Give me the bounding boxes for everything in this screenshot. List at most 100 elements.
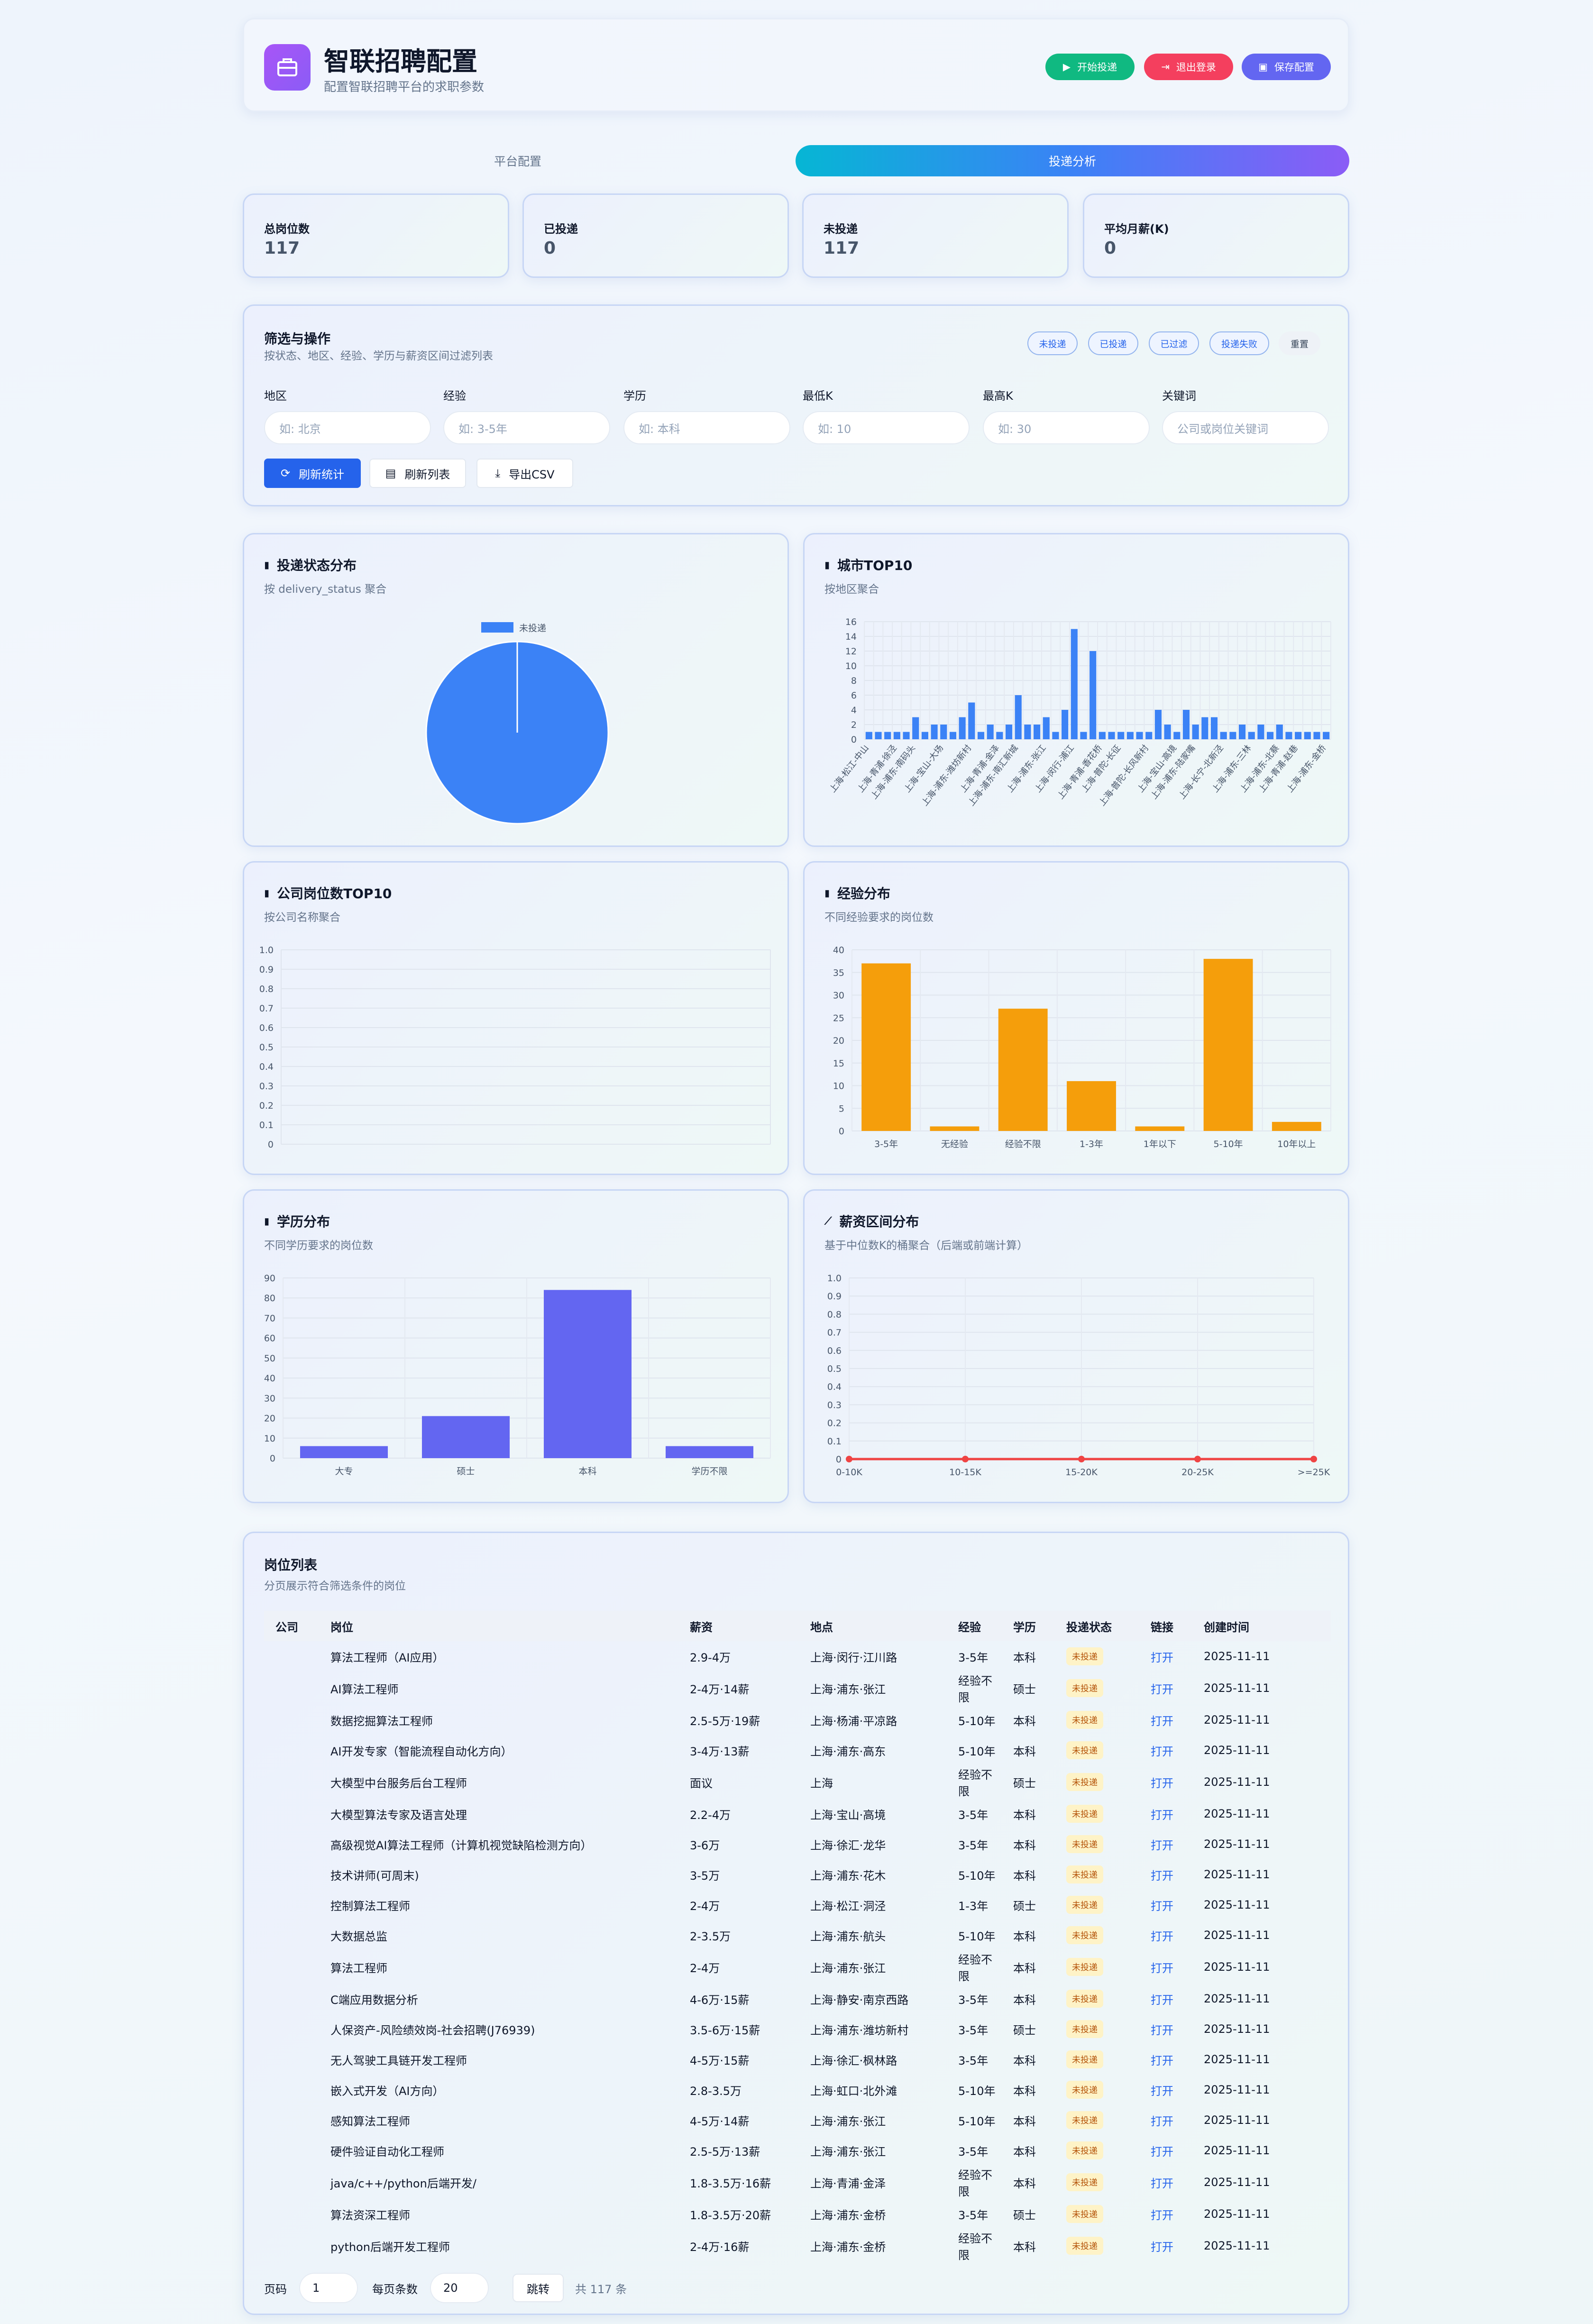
- save-icon: ▣: [1258, 61, 1268, 73]
- table-cell: 5-10年: [958, 1714, 996, 1728]
- status-badge: 未投递: [1066, 2141, 1103, 2159]
- page-size-input[interactable]: 20: [430, 2273, 489, 2303]
- open-link[interactable]: 打开: [1151, 1776, 1173, 1790]
- table-cell: 硕士: [1013, 2208, 1036, 2222]
- table-cell: 硬件验证自动化工程师: [330, 2145, 444, 2159]
- open-link[interactable]: 打开: [1151, 2023, 1173, 2037]
- open-link[interactable]: 打开: [1151, 2054, 1173, 2067]
- table-cell: [264, 2014, 319, 2044]
- open-link[interactable]: 打开: [1151, 2084, 1173, 2098]
- open-link[interactable]: 打开: [1151, 1929, 1173, 1943]
- region-input[interactable]: 如: 北京: [264, 411, 431, 444]
- save-config-button[interactable]: ▣ 保存配置: [1242, 54, 1331, 80]
- table-cell: 本科: [1013, 2084, 1036, 2098]
- page-input[interactable]: 1: [299, 2273, 358, 2303]
- city-bar: [987, 725, 994, 739]
- chip-filtered[interactable]: 已过滤: [1149, 331, 1199, 355]
- status-badge: 未投递: [1066, 1711, 1103, 1729]
- table-cell: 大模型中台服务后台工程师: [330, 1776, 467, 1790]
- city-y-tick: 6: [851, 690, 857, 701]
- refresh-list-button[interactable]: ▤ 刷新列表: [369, 459, 466, 488]
- export-csv-button[interactable]: ⤓ 导出CSV: [476, 459, 573, 488]
- table-cell: 本科: [1013, 2145, 1036, 2159]
- header: 智联招聘配置 配置智联招聘平台的求职参数 ▶ 开始投递 ⇥ 退出登录 ▣ 保存配置: [243, 18, 1349, 112]
- open-link[interactable]: 打开: [1151, 1961, 1173, 1975]
- table-cell: 2.9-4万: [690, 1651, 731, 1664]
- table-cell: [264, 1705, 319, 1735]
- table-cell: 上海·浦东·张江: [810, 1961, 886, 1975]
- chip-reset[interactable]: 重置: [1279, 331, 1320, 355]
- experience-x-tick: 1-3年: [1080, 1139, 1103, 1149]
- tab-platform-config[interactable]: 平台配置: [494, 155, 541, 168]
- table-cell: 经验不限: [958, 1768, 992, 1798]
- table-row: 大数据总监 2-3.5万 上海·浦东·航头 5-10年 本科 未投递 打开 2025-11-1…: [264, 1920, 1331, 1950]
- open-link[interactable]: 打开: [1151, 1745, 1173, 1758]
- open-link[interactable]: 打开: [1151, 1993, 1173, 2007]
- table-cell: 高级视觉AI算法工程师（计算机视觉缺陷检测方向）: [330, 1838, 592, 1852]
- tab-delivery-analysis[interactable]: 投递分析: [796, 145, 1349, 176]
- column-header: 薪资: [678, 1611, 799, 1641]
- chip-not-delivered[interactable]: 未投递: [1027, 331, 1078, 355]
- table-cell: 上海·浦东·金桥: [810, 2240, 886, 2254]
- keyword-input[interactable]: 公司或岗位关键词: [1162, 411, 1329, 444]
- city-y-tick: 14: [845, 632, 857, 642]
- table-cell: [264, 1765, 319, 1799]
- table-cell: 2025-11-11: [1204, 2113, 1270, 2127]
- status-cell: 未投递: [1055, 1765, 1139, 1799]
- table-cell: 2-4万·16薪: [690, 2240, 750, 2254]
- status-cell: 未投递: [1055, 2199, 1139, 2229]
- open-link[interactable]: 打开: [1151, 2145, 1173, 2159]
- table-row: AI算法工程师 2-4万·14薪 上海·浦东·张江 经验不限 硕士 未投递 打开 2025-1…: [264, 1672, 1331, 1705]
- table-cell: 上海·静安·南京西路: [810, 1993, 909, 2007]
- city-bar: [1024, 725, 1031, 739]
- table-cell: 3-5年: [958, 1993, 989, 2007]
- experience-input[interactable]: 如: 3-5年: [443, 411, 610, 444]
- table-cell: 5-10年: [958, 1869, 996, 1883]
- open-link[interactable]: 打开: [1151, 1682, 1173, 1696]
- table-cell: 2025-11-11: [1204, 1713, 1270, 1727]
- open-link[interactable]: 打开: [1151, 1714, 1173, 1728]
- chip-failed[interactable]: 投递失败: [1209, 331, 1269, 355]
- column-header: 经验: [947, 1611, 1002, 1641]
- jump-button[interactable]: 跳转: [513, 2274, 564, 2302]
- chip-delivered[interactable]: 已投递: [1088, 331, 1138, 355]
- logout-button[interactable]: ⇥ 退出登录: [1144, 54, 1233, 80]
- max-k-input[interactable]: 如: 30: [983, 411, 1150, 444]
- open-link[interactable]: 打开: [1151, 2208, 1173, 2222]
- table-cell: 1.8-3.5万·16薪: [690, 2177, 771, 2190]
- refresh-stats-button[interactable]: ⟳ 刷新统计: [264, 459, 361, 488]
- start-delivery-button[interactable]: ▶ 开始投递: [1045, 54, 1135, 80]
- table-cell: 本科: [1013, 1869, 1036, 1883]
- table-cell: [264, 1859, 319, 1890]
- column-header: 学历: [1002, 1611, 1055, 1641]
- open-link[interactable]: 打开: [1151, 2114, 1173, 2128]
- min-k-input[interactable]: 如: 10: [803, 411, 970, 444]
- open-link[interactable]: 打开: [1151, 2240, 1173, 2254]
- city-bar: [1164, 725, 1171, 739]
- table-cell: 2-3.5万: [690, 1929, 731, 1943]
- table-cell: 3-4万·13薪: [690, 1745, 750, 1758]
- education-input[interactable]: 如: 本科: [623, 411, 790, 444]
- page-title: 智联招聘配置: [324, 46, 477, 76]
- open-link[interactable]: 打开: [1151, 1869, 1173, 1883]
- table-cell: [264, 1641, 319, 1672]
- open-link[interactable]: 打开: [1151, 1651, 1173, 1664]
- table-cell: 上海·浦东·潍坊新村: [810, 2023, 909, 2037]
- table-cell: 上海·闵行·江川路: [810, 1651, 897, 1664]
- open-link[interactable]: 打开: [1151, 1899, 1173, 1913]
- salary-x-tick: 10-15K: [949, 1467, 981, 1478]
- experience-y-tick: 25: [833, 1013, 844, 1023]
- table-cell: 上海·徐汇·龙华: [810, 1838, 886, 1852]
- table-cell: 本科: [1013, 1838, 1036, 1852]
- company-y-tick: 0.8: [259, 984, 274, 994]
- open-link[interactable]: 打开: [1151, 1808, 1173, 1822]
- open-link[interactable]: 打开: [1151, 1838, 1173, 1852]
- table-cell: 2025-11-11: [1204, 2207, 1270, 2221]
- experience-y-tick: 15: [833, 1058, 844, 1069]
- table-cell: 硕士: [1013, 1899, 1036, 1913]
- open-link[interactable]: 打开: [1151, 2177, 1173, 2190]
- education-label: 学历: [623, 389, 646, 403]
- table-cell: [264, 1920, 319, 1950]
- table-cell: 1-3年: [958, 1899, 989, 1913]
- experience-x-tick: 5-10年: [1214, 1139, 1243, 1149]
